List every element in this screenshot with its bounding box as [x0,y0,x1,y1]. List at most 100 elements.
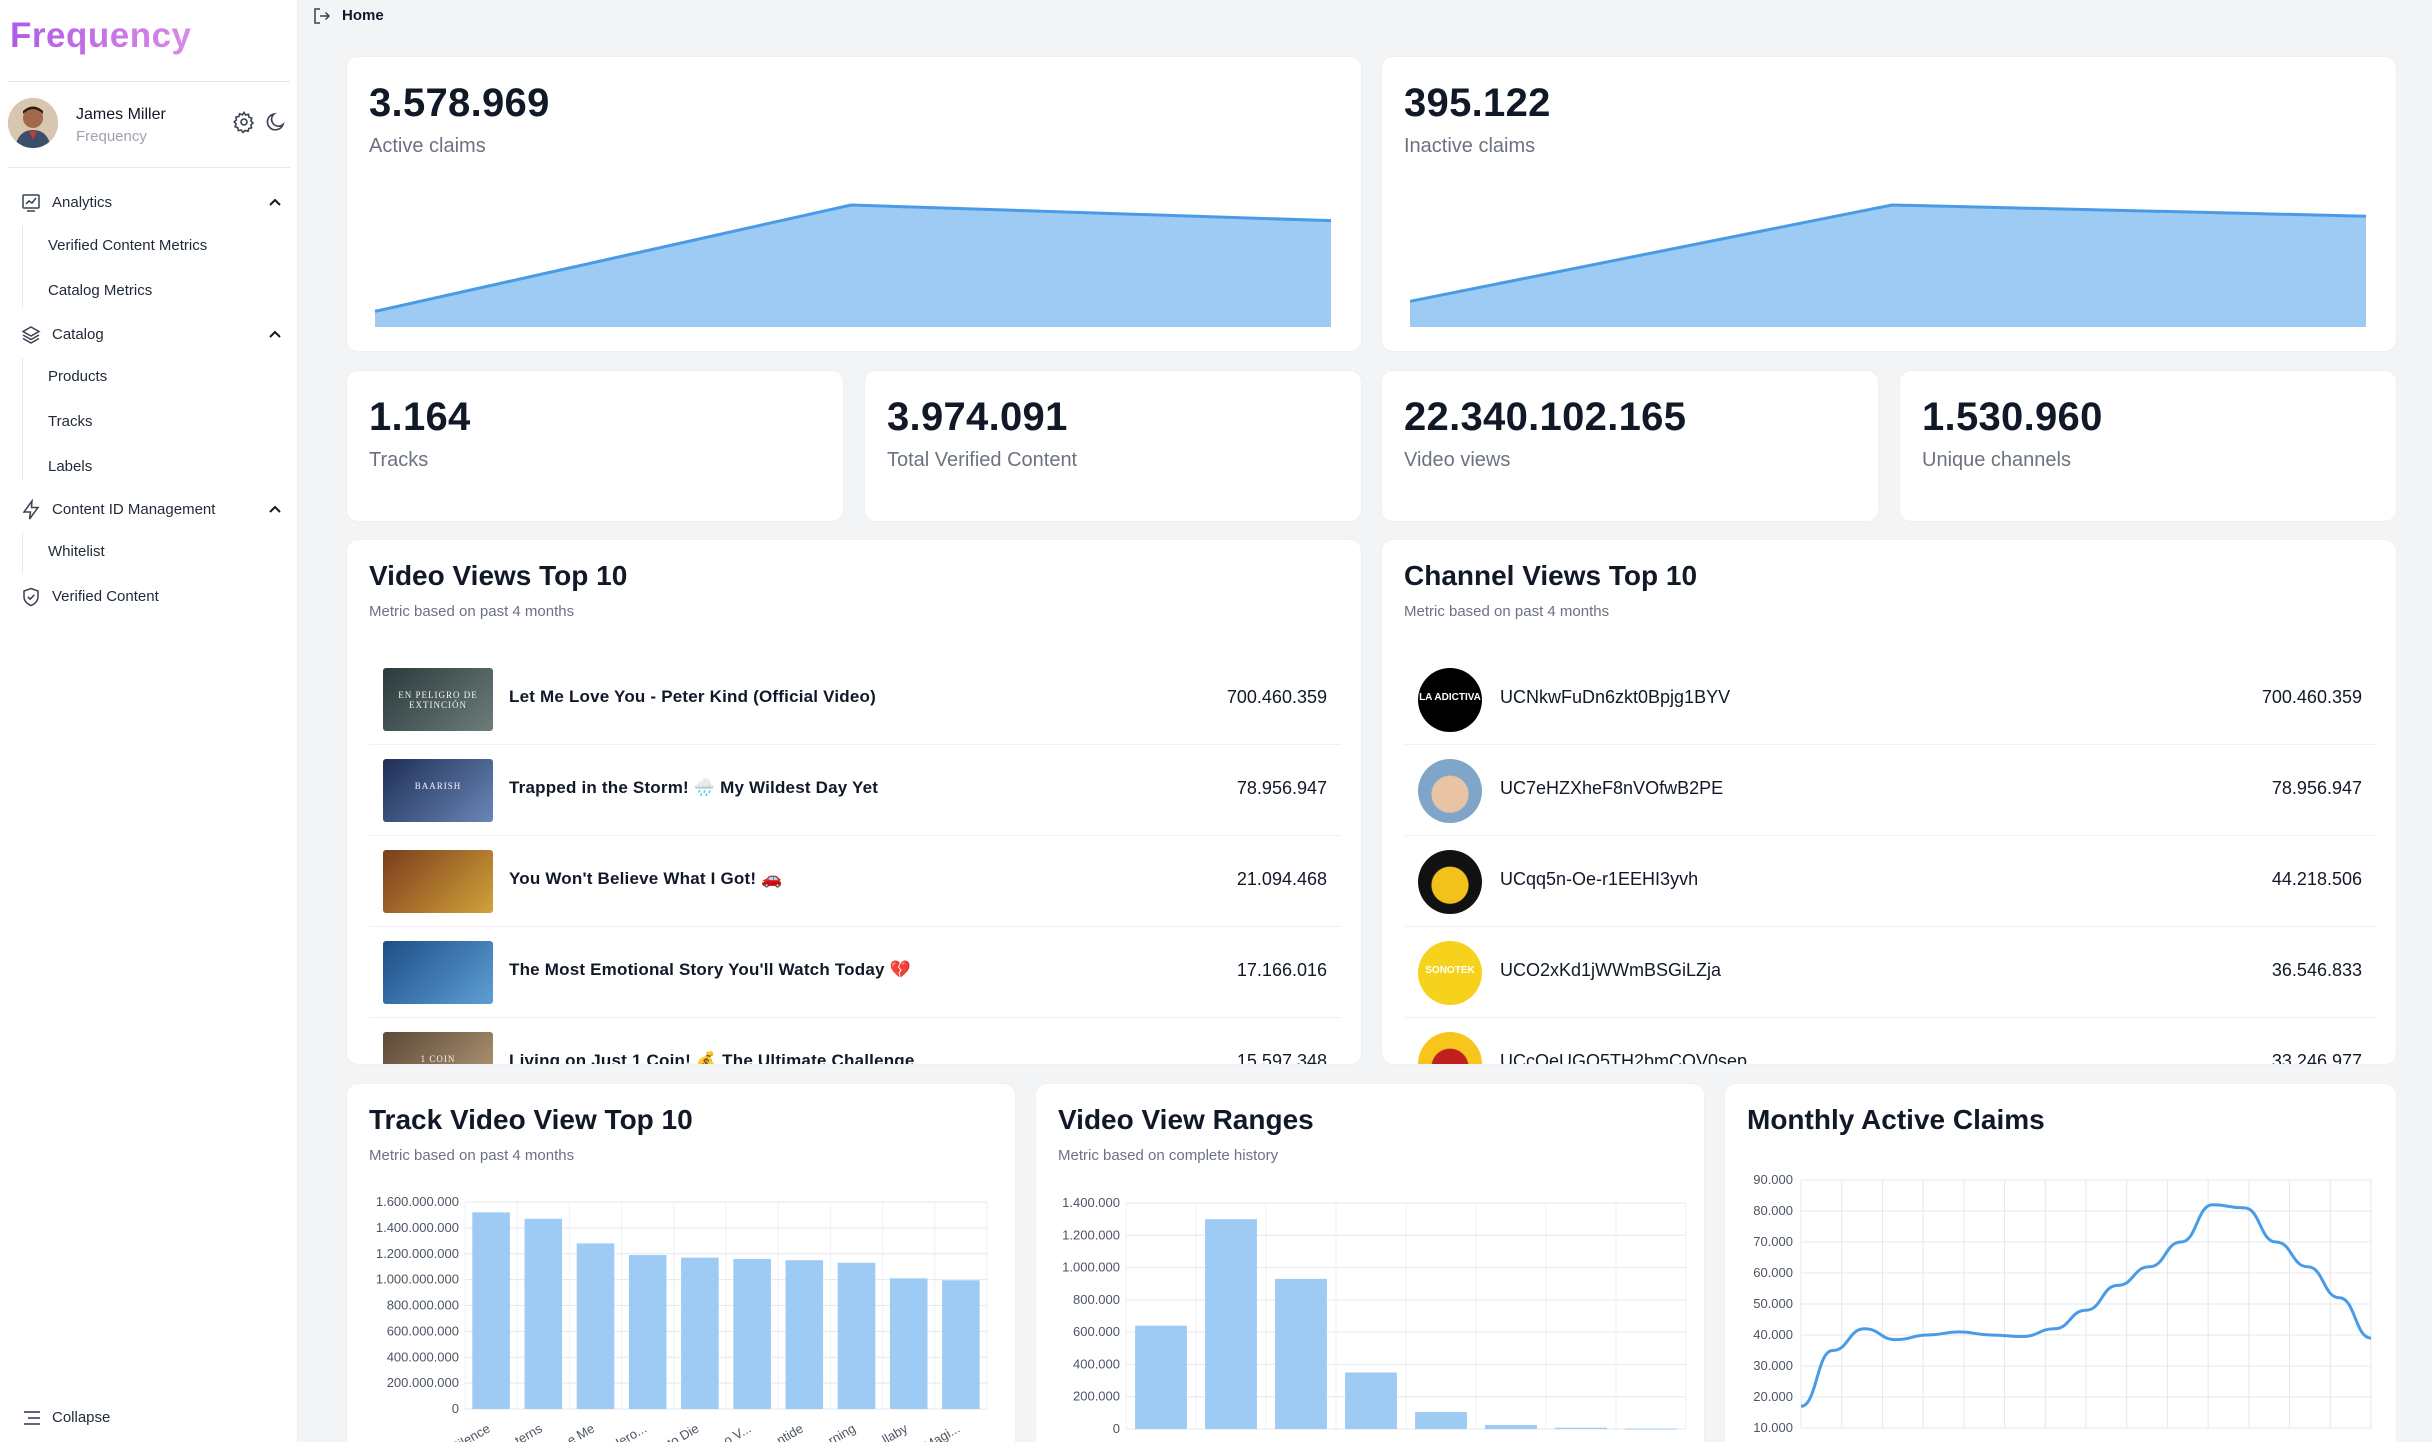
data-point[interactable] [1891,1335,1901,1345]
menu-icon [24,1411,40,1425]
moon-icon[interactable] [264,110,288,134]
bar[interactable] [837,1262,876,1409]
active-claims-sparkline [374,203,1332,327]
video-row[interactable]: EN PELIGRO DE EXTINCIÓN Let Me Love You -… [369,654,1341,745]
video-row[interactable]: BAARISH Trapped in the Storm! 🌧️ My Wilde… [369,745,1341,836]
channel-avatar[interactable] [1418,1032,1482,1064]
bar[interactable] [1275,1278,1327,1429]
data-point[interactable] [2018,1332,2028,1342]
video-title[interactable]: Let Me Love You - Peter Kind (Official V… [509,687,876,706]
video-title[interactable]: You Won't Believe What I Got! 🚗 [509,869,783,888]
video-thumbnail[interactable] [383,941,493,1004]
video-thumbnail[interactable]: EN PELIGRO DE EXTINCIÓN [383,668,493,731]
chevron-up-icon[interactable] [266,194,284,212]
bar[interactable] [1205,1219,1257,1429]
video-title[interactable]: Trapped in the Storm! 🌧️ My Wildest Day … [509,778,879,797]
x-tick-label: ...terns [503,1420,545,1442]
nav-item-whitelist[interactable]: Whitelist [48,543,105,560]
nav-item-labels[interactable]: Labels [48,458,93,475]
nav-item-products[interactable]: Products [48,368,108,385]
video-row[interactable]: The Most Emotional Story You'll Watch To… [369,927,1341,1018]
nav-section-catalog[interactable]: Catalog [20,320,284,350]
thumbnail-text: BAARISH [414,781,462,791]
nav-section-analytics[interactable]: Analytics [20,188,284,218]
channel-avatar[interactable] [1418,759,1482,823]
chevron-up-icon[interactable] [266,326,284,344]
data-point[interactable] [1986,1330,1996,1340]
bar[interactable] [733,1258,771,1409]
y-tick-label: 30.000 [1753,1358,1793,1373]
nav-item-catalog-metrics[interactable]: Catalog Metrics [48,282,153,299]
total-verified-value: 3.974.091 [887,395,1068,439]
data-point[interactable] [2366,1333,2376,1343]
bar[interactable] [942,1280,980,1409]
brand-logo[interactable]: Frequency [10,16,192,55]
bar[interactable] [524,1218,563,1409]
data-point[interactable] [2049,1324,2059,1334]
bar[interactable] [681,1257,719,1409]
data-point[interactable] [1923,1330,1933,1340]
monthly-claims-line [1800,1203,2372,1408]
video-row[interactable]: You Won't Believe What I Got! 🚗 21.094.46… [369,836,1341,927]
nav-item-verified-content-metrics[interactable]: Verified Content Metrics [48,237,208,254]
inactive-claims-card: 395.122 Inactive claims [1381,56,2397,352]
video-title[interactable]: The Most Emotional Story You'll Watch To… [509,960,911,979]
data-point[interactable] [2144,1262,2154,1272]
data-point[interactable] [2239,1203,2249,1213]
channel-id[interactable]: UCqq5n-Oe-r1EEHI3yvh [1500,869,1699,889]
channel-id[interactable]: UCcQeUGQ5TH2bmCOV0sep [1500,1051,1748,1065]
chevron-up-icon[interactable] [266,501,284,519]
gear-icon[interactable] [232,110,256,134]
video-thumbnail[interactable]: 1 COIN [383,1032,493,1064]
channel-views-value: 36.546.833 [2271,960,2362,980]
bar[interactable] [472,1212,510,1409]
data-point[interactable] [2303,1262,2313,1272]
video-list[interactable]: EN PELIGRO DE EXTINCIÓN Let Me Love You -… [347,654,1361,1065]
channel-row[interactable]: UCcQeUGQ5TH2bmCOV0sep 33.246.977 [1404,1018,2376,1065]
data-point[interactable] [2334,1293,2344,1303]
bar[interactable] [1555,1427,1607,1429]
bar[interactable] [889,1278,928,1409]
data-point[interactable] [2081,1305,2091,1315]
data-point[interactable] [2271,1237,2281,1247]
channel-avatar[interactable] [1418,850,1482,914]
nav-tree-line [22,226,23,308]
channel-row[interactable]: UC7eHZXheF8nVOfwB2PE 78.956.947 [1404,745,2376,836]
data-point[interactable] [1954,1327,1964,1337]
video-thumbnail[interactable]: BAARISH [383,759,493,822]
data-point[interactable] [2208,1200,2218,1210]
channel-list[interactable]: LA ADICTIVA UCNkwFuDn6zkt0Bpjg1BYV 700.460… [1382,654,2396,1065]
nav-item-tracks[interactable]: Tracks [48,413,93,430]
bar[interactable] [628,1255,667,1409]
data-point[interactable] [1859,1324,1869,1334]
nav-section-label: Catalog [52,326,104,343]
channel-avatar[interactable]: LA ADICTIVA [1418,668,1482,732]
data-point[interactable] [1828,1346,1838,1356]
channel-id[interactable]: UC7eHZXheF8nVOfwB2PE [1500,778,1724,798]
data-point[interactable] [1796,1401,1806,1411]
channel-row[interactable]: SONOTEK UCO2xKd1jWWmBSGiLZja 36.546.833 [1404,927,2376,1018]
nav-section-verified-content[interactable]: Verified Content [20,582,284,612]
nav-section-content-id[interactable]: Content ID Management [20,495,284,525]
channel-id[interactable]: UCO2xKd1jWWmBSGiLZja [1500,960,1722,980]
video-row[interactable]: 1 COIN Living on Just 1 Coin! 💰 The Ultim… [369,1018,1341,1065]
channel-row[interactable]: UCqq5n-Oe-r1EEHI3yvh 44.218.506 [1404,836,2376,927]
video-thumbnail[interactable] [383,850,493,913]
bar[interactable] [785,1260,824,1409]
bar[interactable] [576,1243,615,1409]
video-title[interactable]: Living on Just 1 Coin! 💰 The Ultimate Ch… [509,1051,915,1065]
card-title: Video Views Top 10 [369,560,628,591]
card-title: Track Video View Top 10 [369,1104,693,1135]
channel-row[interactable]: LA ADICTIVA UCNkwFuDn6zkt0Bpjg1BYV 700.460… [1404,654,2376,745]
bar[interactable] [1485,1424,1537,1429]
data-point[interactable] [2176,1237,2186,1247]
channel-avatar[interactable]: SONOTEK [1418,941,1482,1005]
bar[interactable] [1625,1428,1677,1430]
active-claims-spark-area [375,205,1331,327]
avatar[interactable] [8,98,58,148]
bar[interactable] [1345,1372,1397,1430]
data-point[interactable] [2113,1280,2123,1290]
channel-id[interactable]: UCNkwFuDn6zkt0Bpjg1BYV [1500,687,1731,707]
bar[interactable] [1135,1325,1187,1429]
bar[interactable] [1415,1412,1467,1429]
